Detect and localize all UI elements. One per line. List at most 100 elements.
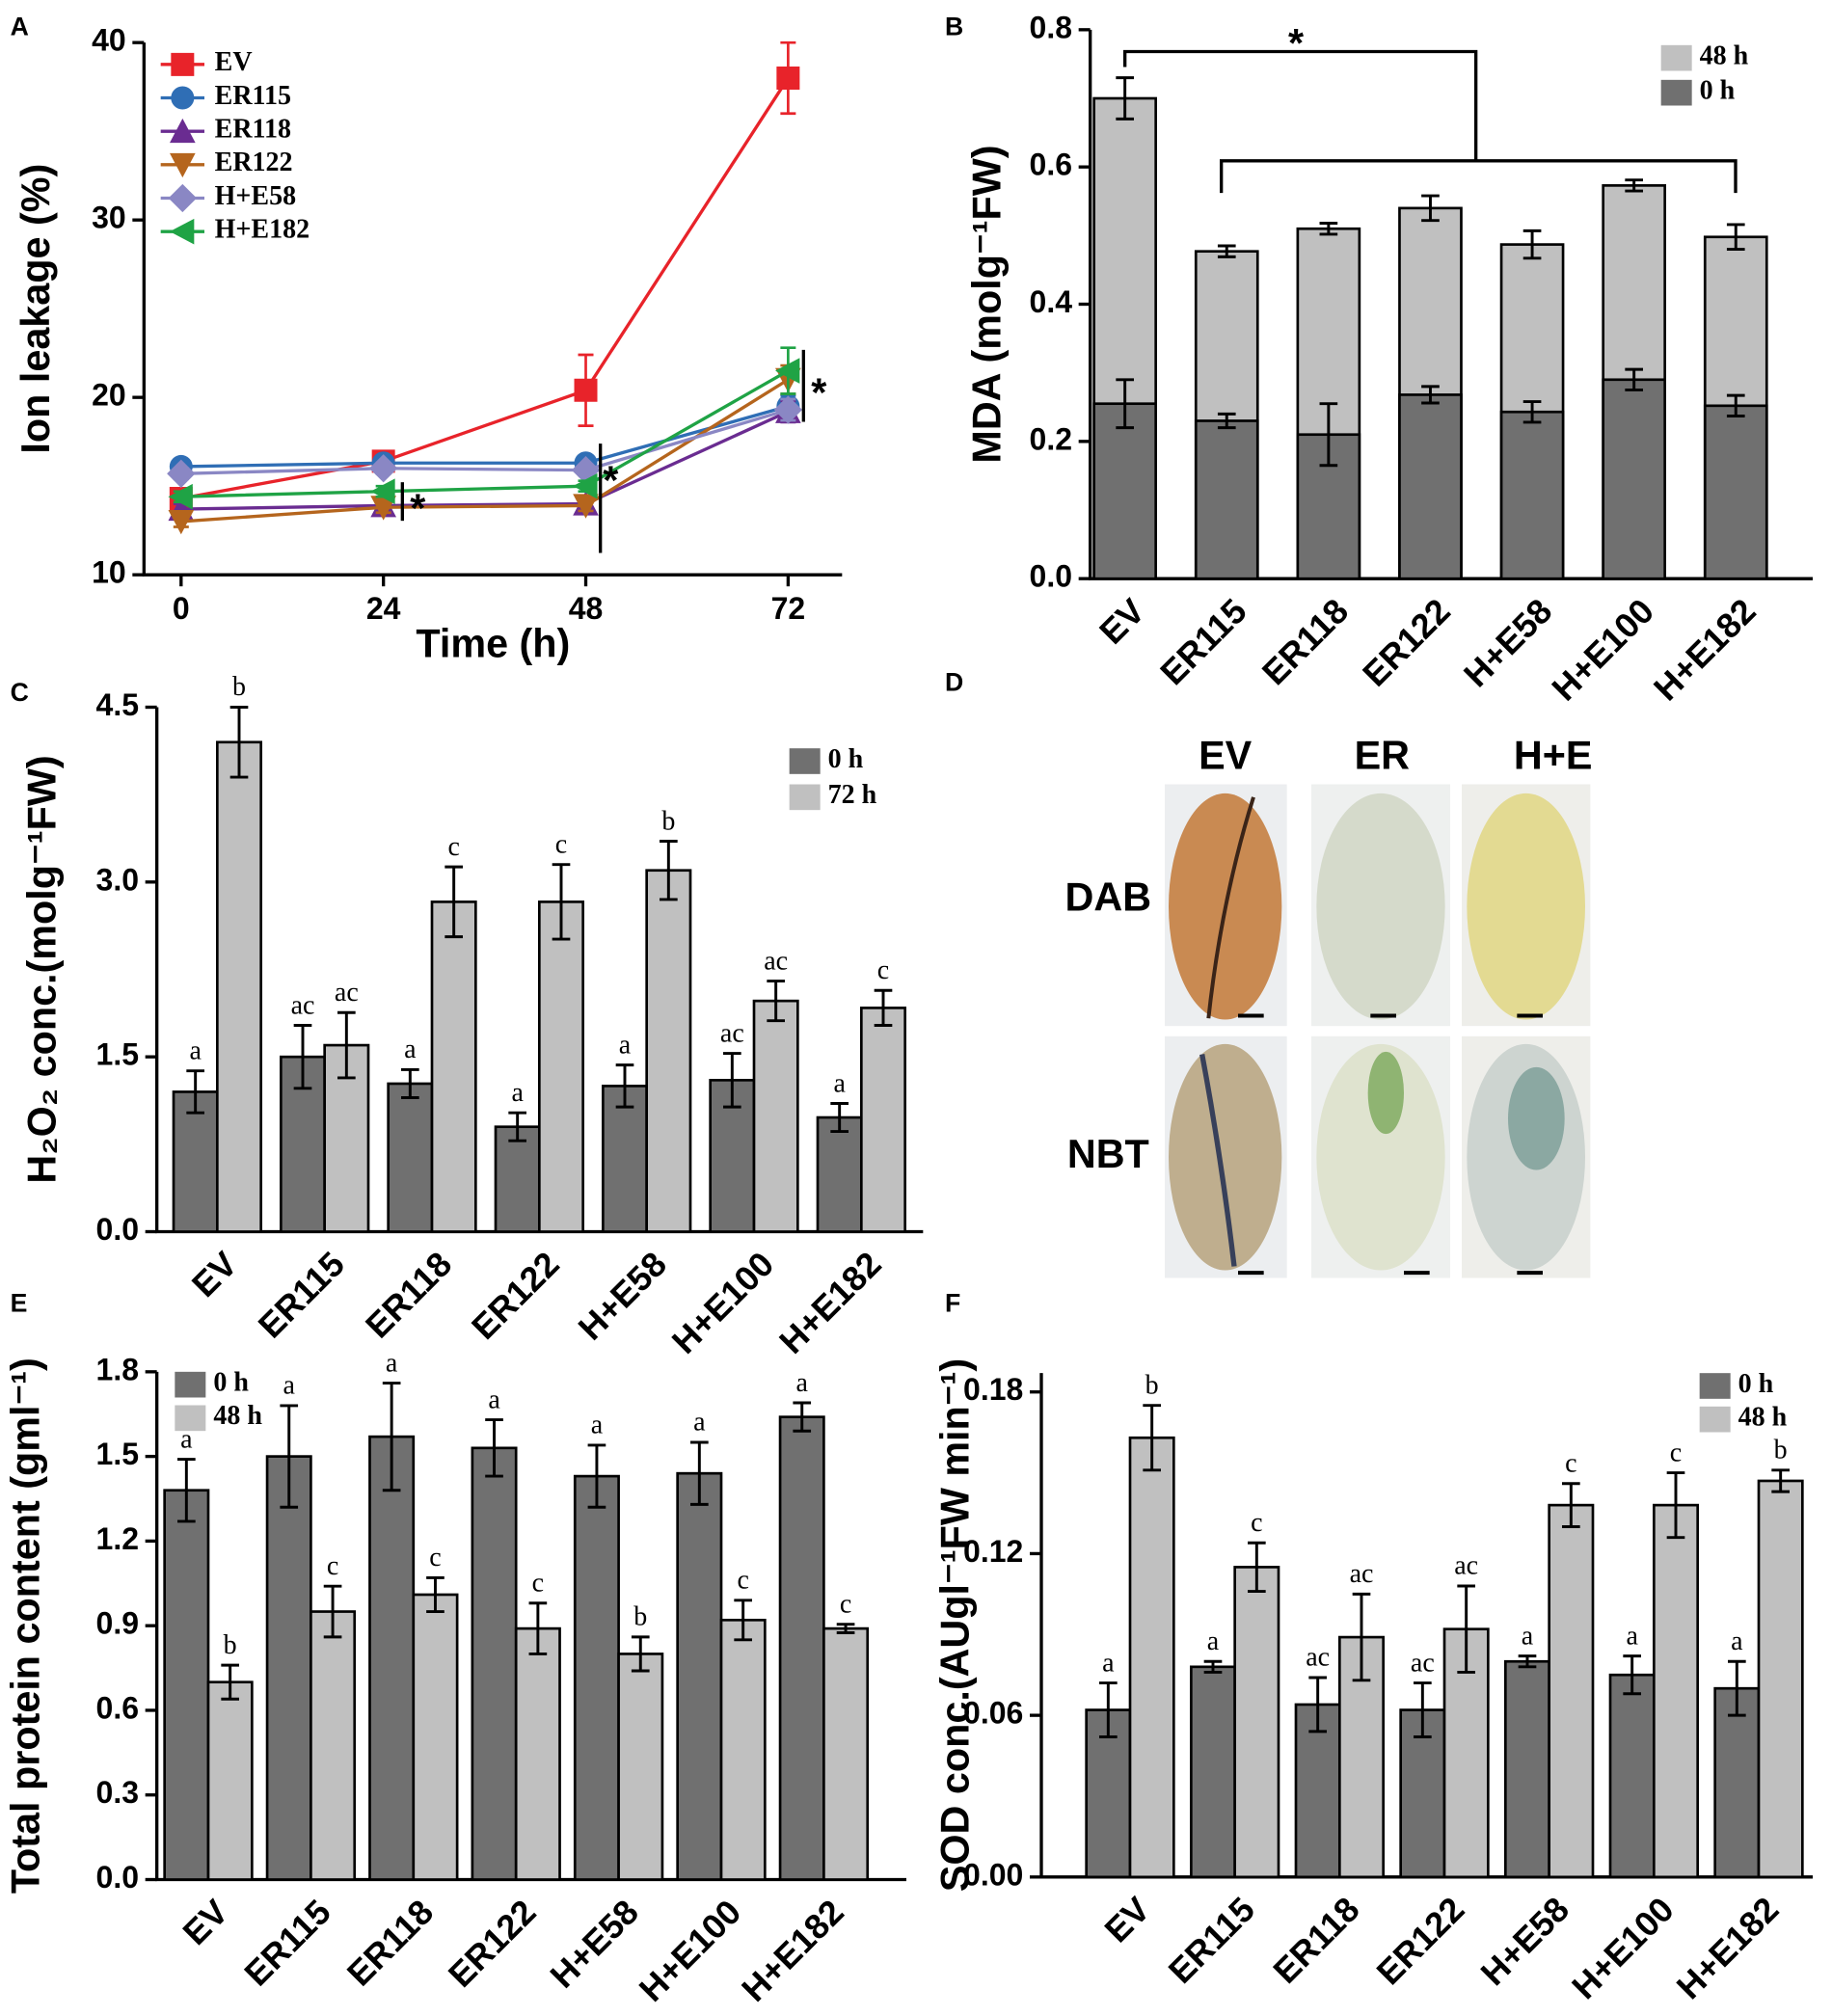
series-line: [180, 404, 789, 469]
error-bar: [1217, 244, 1236, 258]
error-bar: [1666, 1471, 1685, 1540]
error-bar: [1319, 402, 1338, 468]
column-label: H+E: [1514, 734, 1593, 778]
significance-letter: c: [532, 1569, 544, 1599]
marker: [168, 483, 193, 510]
error-bar: [1518, 1654, 1537, 1669]
significance-letter: a: [488, 1384, 500, 1414]
marker: [574, 378, 598, 402]
significance-letter: ac: [1454, 1551, 1478, 1581]
error-bar: [1522, 400, 1542, 424]
y-tick-label: 0.4: [1030, 284, 1073, 319]
error-bar: [723, 1052, 741, 1109]
significance-letter: c: [877, 955, 889, 985]
y-tick-label: 1.5: [96, 1437, 139, 1471]
series-line: [180, 408, 789, 475]
significance-letter: ac: [291, 990, 315, 1020]
legend-label: 0 h: [1700, 76, 1736, 106]
series-line: [180, 369, 790, 498]
x-tick-label: ER122: [1355, 591, 1458, 694]
significance-letter: a: [1522, 1621, 1534, 1651]
marker: [170, 118, 196, 144]
row-label: DAB: [1065, 874, 1152, 919]
legend-swatch: [175, 1405, 206, 1432]
marker: [773, 395, 803, 424]
bar: [430, 900, 477, 1233]
bar: [1499, 410, 1565, 580]
annotation: *: [811, 371, 827, 416]
series-line: [180, 410, 790, 511]
y-tick-label: 0.6: [96, 1690, 139, 1725]
error-bar: [587, 1443, 606, 1509]
y-tick-label: 0.0: [96, 1212, 139, 1247]
x-tick-label: 0: [173, 591, 190, 626]
error-bar: [293, 1024, 312, 1090]
error-bar: [660, 840, 678, 901]
significance-letter: c: [555, 829, 567, 859]
significance-letter: c: [840, 1589, 851, 1619]
bar: [719, 1618, 767, 1881]
error-bar: [1771, 1468, 1790, 1493]
x-tick-label: H+E182: [734, 1892, 851, 2009]
marker: [171, 86, 195, 110]
significance-letter: ac: [1350, 1559, 1374, 1589]
error-bar: [1116, 76, 1134, 121]
error-bar: [1726, 393, 1745, 417]
y-tick-label: 3.0: [96, 862, 139, 897]
stain: [1367, 1051, 1404, 1135]
legend-swatch: [789, 748, 821, 774]
error-bar: [1143, 1404, 1161, 1472]
marker: [368, 454, 398, 483]
legend-label: 48 h: [213, 1401, 262, 1431]
significance-letter: c: [1565, 1449, 1576, 1479]
error-bar: [631, 1635, 650, 1673]
legend-label: ER115: [215, 81, 291, 111]
panel-d: D EV ER H+E DAB NBT: [945, 668, 1592, 1278]
x-tick-label: H+E58: [542, 1892, 646, 1996]
significance-letter: a: [189, 1035, 202, 1065]
significance-letter: c: [1251, 1508, 1262, 1538]
significance-letter: c: [447, 832, 459, 862]
significance-letter: b: [232, 672, 246, 702]
row-label: NBT: [1067, 1132, 1149, 1176]
significance-letter: ac: [1306, 1643, 1330, 1673]
significance-letter: b: [661, 806, 675, 836]
error-bar: [1623, 1654, 1641, 1696]
bar: [494, 1125, 541, 1233]
legend-label: EV: [215, 47, 253, 77]
y-tick-label: 1.8: [96, 1352, 139, 1386]
error-bar: [836, 1623, 855, 1634]
error-bar: [1457, 1584, 1475, 1674]
y-tick-label: 0.12: [963, 1534, 1023, 1569]
panel: A Ion leakage (%) 10 20 30 40 0 24 48 72 Time (h) E…: [11, 13, 843, 666]
legend-swatch: [175, 1371, 206, 1398]
y-axis-title: Ion leakage (%): [13, 164, 58, 454]
legend-label: H+E58: [215, 181, 296, 211]
bar: [1608, 1673, 1656, 1879]
legend-swatch: [1660, 79, 1692, 106]
y-tick-label: 0.0: [96, 1860, 139, 1895]
bar: [1602, 378, 1666, 580]
panel-label: B: [945, 13, 963, 41]
significance-letter: a: [1626, 1621, 1638, 1651]
bar: [816, 1116, 863, 1233]
panel-label: F: [945, 1289, 960, 1318]
error-bar: [1248, 1541, 1266, 1594]
bar: [1128, 1436, 1175, 1879]
x-tick-label: ER118: [339, 1892, 441, 1993]
error-bar: [323, 1584, 342, 1639]
error-bar: [485, 1418, 503, 1478]
error-bar: [177, 1458, 196, 1523]
y-tick-label: 0.0: [1030, 559, 1072, 594]
marker: [170, 218, 195, 245]
bar: [206, 1680, 254, 1881]
marker: [370, 478, 395, 505]
column-label: ER: [1355, 734, 1410, 778]
error-bar: [552, 863, 571, 941]
marker: [370, 496, 396, 521]
legend-label: ER122: [215, 148, 293, 177]
bar: [310, 1610, 357, 1881]
column-label: EV: [1199, 734, 1253, 778]
legend-swatch: [1699, 1373, 1731, 1399]
